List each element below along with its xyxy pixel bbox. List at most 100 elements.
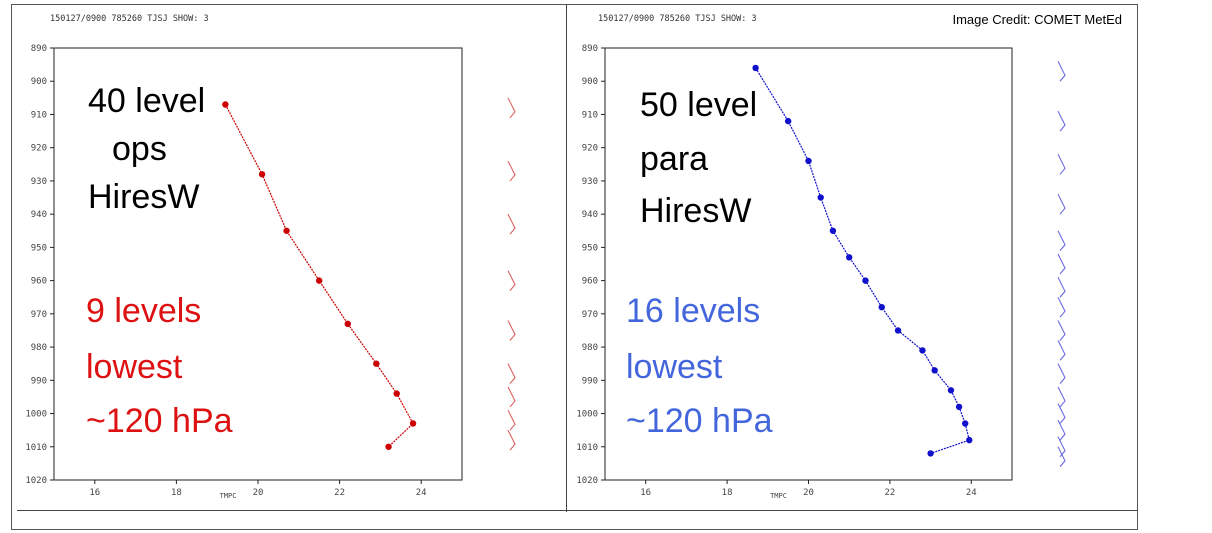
chart-header: 150127/0900 785260 TJSJ SHOW: 3 [598,14,757,24]
data-point [931,367,938,374]
data-point [894,327,902,334]
data-point [846,254,853,261]
x-tick-label: 16 [640,488,651,498]
y-tick-label: 930 [582,177,598,187]
data-point [385,443,392,450]
panel-divider [566,4,567,512]
data-point [784,117,792,125]
x-axis-label: TMPC [220,492,237,500]
y-tick-label: 960 [582,277,598,287]
y-tick-label: 1020 [576,476,598,486]
wind-barb [1057,193,1066,215]
wind-barb [1057,419,1066,441]
data-point [805,157,812,165]
model-annotation: ops [112,130,167,168]
y-tick-label: 950 [31,243,47,253]
data-point [258,171,266,178]
wind-barb [1057,363,1066,385]
levels-annotation: lowest [86,348,183,386]
y-tick-label: 950 [582,243,598,253]
levels-annotation: lowest [626,348,723,386]
wind-barb [507,386,516,408]
data-point [829,227,837,234]
data-point [862,277,869,284]
wind-barb [1057,320,1066,341]
y-tick-label: 1000 [576,410,598,420]
x-tick-label: 16 [89,488,100,498]
data-point [966,436,973,444]
levels-annotation: 9 levels [86,292,201,330]
wind-barb [1057,253,1066,275]
bottom-rule [17,510,1137,511]
wind-barb [1057,154,1066,175]
wind-barb [1057,386,1066,408]
wind-barb [507,429,516,451]
wind-barb [507,160,516,182]
series-line [224,104,414,448]
data-point [955,403,963,411]
data-point [283,227,290,234]
wind-barb [507,213,516,235]
y-tick-label: 970 [582,310,598,320]
x-tick-label: 24 [966,488,977,498]
y-tick-label: 980 [582,343,598,353]
data-point [409,420,417,427]
y-tick-label: 920 [582,144,598,154]
figure-frame [11,4,1138,530]
data-point [316,277,323,284]
y-tick-label: 960 [31,277,47,287]
x-tick-label: 18 [171,488,182,498]
x-axis-label: TMPC [770,492,787,500]
y-tick-label: 890 [31,44,47,54]
wind-barb [507,97,516,119]
y-tick-label: 910 [582,110,598,120]
x-tick-label: 20 [253,488,264,498]
y-tick-label: 990 [31,376,47,386]
y-tick-label: 970 [31,310,47,320]
model-annotation: 50 level [640,86,757,124]
y-tick-label: 910 [31,110,47,120]
x-tick-label: 24 [416,488,427,498]
y-tick-label: 940 [582,210,598,220]
y-tick-label: 900 [582,77,598,87]
y-tick-label: 940 [31,210,47,220]
wind-barb [1057,230,1066,252]
data-point [919,347,926,354]
wind-barb [1057,61,1066,82]
wind-barb [1057,446,1066,468]
data-point [878,304,885,311]
data-point [373,360,380,367]
y-tick-label: 1000 [25,410,47,420]
model-annotation: para [640,140,708,178]
x-tick-label: 22 [334,488,345,498]
wind-barb [1057,110,1066,132]
chart-header: 150127/0900 785260 TJSJ SHOW: 3 [50,14,209,24]
wind-barb [507,363,516,385]
model-annotation: HiresW [640,192,751,230]
data-point [222,101,229,108]
wind-barb [1057,296,1066,318]
image-credit: Image Credit: COMET MetEd [952,12,1122,27]
model-annotation: 40 level [88,82,205,120]
y-tick-label: 920 [31,144,47,154]
data-point [344,320,351,328]
data-point [752,64,759,72]
wind-barb [507,320,516,341]
series-line [755,67,970,454]
wind-barb [507,270,516,291]
data-point [393,390,400,397]
x-tick-label: 18 [722,488,733,498]
data-point [961,420,969,427]
levels-annotation: ~120 hPa [626,402,773,440]
levels-annotation: ~120 hPa [86,402,233,440]
x-tick-label: 20 [803,488,814,498]
data-point [927,450,934,457]
y-tick-label: 980 [31,343,47,353]
data-point [947,387,955,394]
wind-barb [1057,403,1066,424]
wind-barb [507,409,516,431]
levels-annotation: 16 levels [626,292,760,330]
y-tick-label: 1010 [576,443,598,453]
wind-barb [1057,277,1066,298]
